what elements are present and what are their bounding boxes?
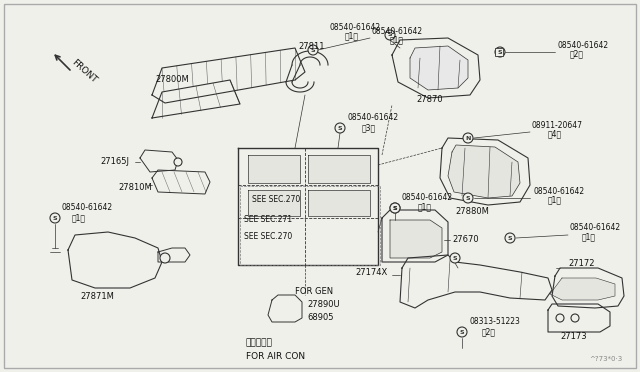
Text: S: S bbox=[393, 205, 397, 211]
Text: （1）: （1） bbox=[72, 214, 86, 222]
Polygon shape bbox=[238, 148, 378, 265]
Text: 27172: 27172 bbox=[568, 259, 595, 268]
Text: 08540-61642: 08540-61642 bbox=[372, 28, 423, 36]
Circle shape bbox=[390, 203, 400, 213]
Polygon shape bbox=[152, 170, 210, 194]
Text: 08540-61642: 08540-61642 bbox=[62, 203, 113, 212]
Text: 27890U: 27890U bbox=[307, 300, 340, 309]
Bar bbox=[495, 48, 503, 56]
Text: 08540-61642: 08540-61642 bbox=[558, 42, 609, 51]
Text: 08540-61642: 08540-61642 bbox=[570, 224, 621, 232]
Circle shape bbox=[463, 133, 473, 143]
Text: 08313-51223: 08313-51223 bbox=[470, 317, 521, 327]
Text: FOR GEN: FOR GEN bbox=[295, 287, 333, 296]
Text: 27811: 27811 bbox=[298, 42, 324, 51]
Text: FOR AIR CON: FOR AIR CON bbox=[246, 352, 305, 361]
Circle shape bbox=[50, 213, 60, 223]
Circle shape bbox=[308, 45, 318, 55]
Text: 27165J: 27165J bbox=[100, 157, 129, 167]
Text: S: S bbox=[310, 48, 316, 52]
Polygon shape bbox=[392, 38, 480, 98]
Circle shape bbox=[95, 257, 101, 263]
Text: S: S bbox=[508, 235, 512, 241]
Polygon shape bbox=[390, 220, 442, 258]
Text: （1）: （1） bbox=[418, 202, 432, 212]
Circle shape bbox=[495, 47, 505, 57]
Text: 08540-61642: 08540-61642 bbox=[330, 23, 381, 32]
Circle shape bbox=[390, 203, 400, 213]
Circle shape bbox=[556, 314, 564, 322]
Polygon shape bbox=[308, 190, 370, 216]
Polygon shape bbox=[308, 155, 370, 183]
Polygon shape bbox=[410, 46, 468, 90]
Circle shape bbox=[108, 257, 114, 263]
Circle shape bbox=[385, 30, 395, 40]
Text: 08540-61642: 08540-61642 bbox=[348, 113, 399, 122]
Circle shape bbox=[463, 193, 473, 203]
Circle shape bbox=[284, 307, 287, 310]
Text: 27800M: 27800M bbox=[155, 76, 189, 84]
Text: 68905: 68905 bbox=[307, 313, 333, 322]
Text: S: S bbox=[466, 196, 470, 201]
Text: （1）: （1） bbox=[548, 196, 562, 205]
Circle shape bbox=[571, 314, 579, 322]
Circle shape bbox=[457, 327, 467, 337]
Polygon shape bbox=[248, 190, 300, 216]
Polygon shape bbox=[248, 155, 300, 183]
Text: 08911-20647: 08911-20647 bbox=[532, 122, 583, 131]
Text: N: N bbox=[465, 135, 470, 141]
Text: S: S bbox=[52, 215, 58, 221]
Text: S: S bbox=[452, 256, 458, 260]
Polygon shape bbox=[552, 268, 624, 308]
Text: 08540-61642: 08540-61642 bbox=[402, 193, 453, 202]
Text: SEE SEC.270: SEE SEC.270 bbox=[244, 232, 292, 241]
Circle shape bbox=[450, 253, 460, 263]
Polygon shape bbox=[140, 150, 178, 172]
Text: （1）: （1） bbox=[390, 35, 404, 45]
Text: 27880M: 27880M bbox=[455, 207, 489, 216]
Text: 27174X: 27174X bbox=[356, 268, 388, 277]
Text: 27670: 27670 bbox=[452, 235, 479, 244]
Polygon shape bbox=[68, 232, 162, 288]
Circle shape bbox=[174, 158, 182, 166]
Text: （1）: （1） bbox=[345, 32, 359, 41]
Polygon shape bbox=[440, 138, 530, 205]
Polygon shape bbox=[550, 278, 615, 300]
Text: S: S bbox=[393, 205, 397, 211]
Circle shape bbox=[134, 257, 140, 263]
Text: SEE SEC.271: SEE SEC.271 bbox=[244, 215, 292, 224]
Text: SEE SEC.270: SEE SEC.270 bbox=[252, 195, 300, 204]
Text: 08540-61642: 08540-61642 bbox=[533, 187, 584, 196]
Text: （3）: （3） bbox=[362, 124, 376, 132]
Text: （2）: （2） bbox=[482, 327, 496, 337]
Polygon shape bbox=[448, 145, 520, 198]
Text: S: S bbox=[338, 125, 342, 131]
Text: S: S bbox=[498, 49, 502, 55]
Polygon shape bbox=[152, 48, 305, 103]
Text: FRONT: FRONT bbox=[70, 58, 99, 85]
Text: 27810M: 27810M bbox=[118, 183, 152, 192]
Circle shape bbox=[281, 304, 289, 312]
Polygon shape bbox=[158, 248, 190, 262]
Text: 27871M: 27871M bbox=[80, 292, 114, 301]
Text: 27870: 27870 bbox=[417, 95, 444, 104]
Polygon shape bbox=[382, 210, 448, 262]
Text: S: S bbox=[460, 330, 464, 334]
Text: （1）: （1） bbox=[582, 232, 596, 241]
Polygon shape bbox=[400, 255, 552, 308]
Circle shape bbox=[160, 253, 170, 263]
Circle shape bbox=[335, 123, 345, 133]
Text: エアコン用: エアコン用 bbox=[246, 338, 273, 347]
Circle shape bbox=[121, 257, 127, 263]
Text: ^?73*0·3: ^?73*0·3 bbox=[589, 356, 622, 362]
Polygon shape bbox=[152, 80, 240, 118]
Text: 27173: 27173 bbox=[560, 332, 587, 341]
Polygon shape bbox=[548, 304, 610, 332]
Text: （4）: （4） bbox=[548, 129, 562, 138]
Circle shape bbox=[82, 257, 88, 263]
Circle shape bbox=[505, 233, 515, 243]
Text: S: S bbox=[388, 32, 392, 38]
Polygon shape bbox=[268, 295, 302, 322]
Text: （2）: （2） bbox=[570, 49, 584, 58]
